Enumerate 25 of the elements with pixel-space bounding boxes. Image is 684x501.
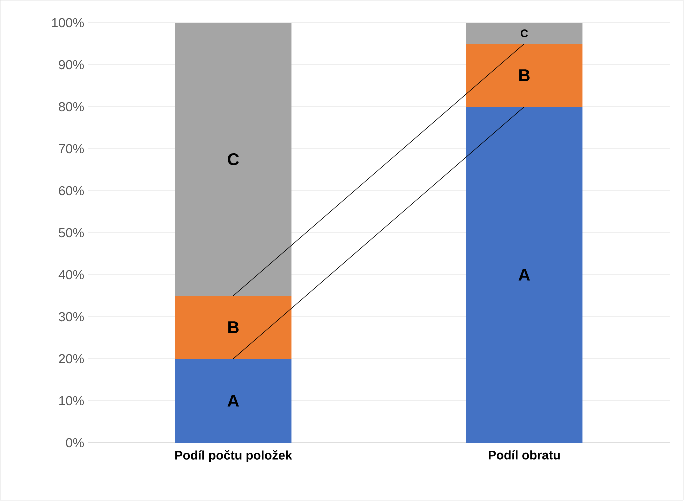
series-label: C: [521, 30, 528, 38]
bar: [466, 22, 583, 44]
y-tick-label: 90%: [59, 60, 84, 70]
bar: [466, 44, 583, 107]
series-label: A: [228, 395, 240, 407]
y-tick-label: 30%: [59, 312, 84, 322]
bar: [175, 358, 292, 443]
y-tick-label: 50%: [59, 228, 84, 238]
text: A: [518, 269, 530, 281]
y-tick-label: 60%: [59, 186, 84, 196]
y-tick-label: 20%: [59, 354, 84, 364]
y-tick-label: 0%: [66, 438, 84, 448]
y-tick-label: 70%: [59, 144, 84, 154]
y-tick-label: 100%: [52, 18, 84, 28]
bar: [175, 22, 292, 296]
bar: [175, 296, 292, 359]
x-tick-label: Podíl obratu: [489, 450, 560, 460]
x-tick-label: Podíl počtu položek: [176, 450, 292, 462]
series-label: B: [228, 322, 239, 334]
y-tick-label: 40%: [58, 270, 84, 280]
text: C: [228, 153, 240, 166]
text: B: [520, 70, 530, 82]
y-tick-label: 80%: [59, 102, 84, 112]
y-tick-label: 10%: [60, 396, 84, 406]
bar: [466, 106, 583, 443]
